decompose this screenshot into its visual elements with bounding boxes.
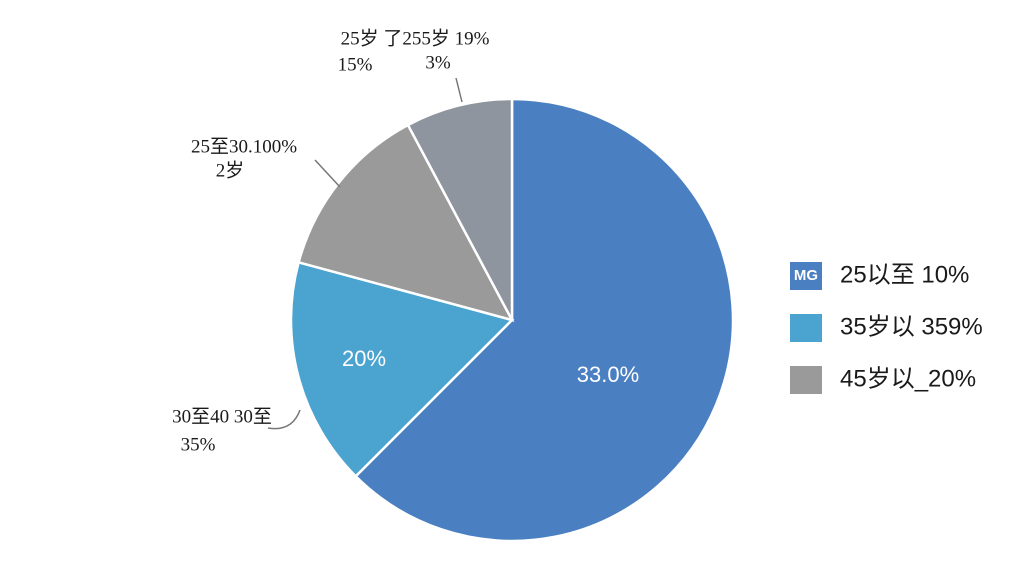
pie-slice xyxy=(406,97,514,321)
annotation: 25岁 了255岁 19% xyxy=(341,27,490,49)
pie-slice xyxy=(297,123,515,322)
legend-label: 35岁以 359% xyxy=(840,313,983,340)
legend-swatch xyxy=(790,314,822,342)
annotation: 2岁 xyxy=(216,159,245,181)
legend-badge: MG xyxy=(794,267,818,284)
leader-line xyxy=(267,409,301,430)
pie-slice xyxy=(353,97,735,543)
legend-swatch xyxy=(790,366,822,394)
pie xyxy=(289,97,735,543)
annotation: 35% xyxy=(181,434,216,455)
leader-line xyxy=(314,159,341,188)
legend-swatch xyxy=(790,262,822,290)
leader-line xyxy=(455,77,463,103)
legend-label: 25以至 10% xyxy=(840,261,969,288)
annotation: 30至40 30至 xyxy=(172,406,272,427)
annotation: 25至30.100% xyxy=(191,136,297,157)
pie-slice xyxy=(289,260,515,479)
annotation: 33.0% xyxy=(577,362,639,387)
annotation: 3% xyxy=(425,52,451,73)
annotation: 15% xyxy=(338,54,373,75)
annotation: 20% xyxy=(342,346,386,371)
legend-label: 45岁以_20% xyxy=(840,365,976,392)
